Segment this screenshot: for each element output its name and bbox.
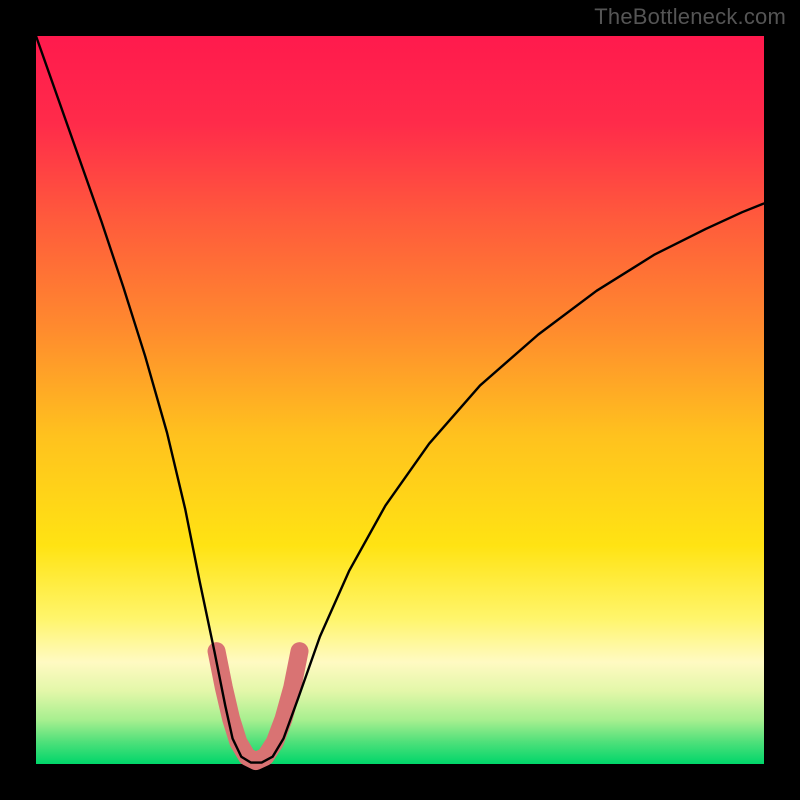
chart-stage: TheBottleneck.com	[0, 0, 800, 800]
plot-area	[36, 36, 764, 764]
bottleneck-chart-svg	[0, 0, 800, 800]
watermark-text: TheBottleneck.com	[594, 4, 786, 30]
